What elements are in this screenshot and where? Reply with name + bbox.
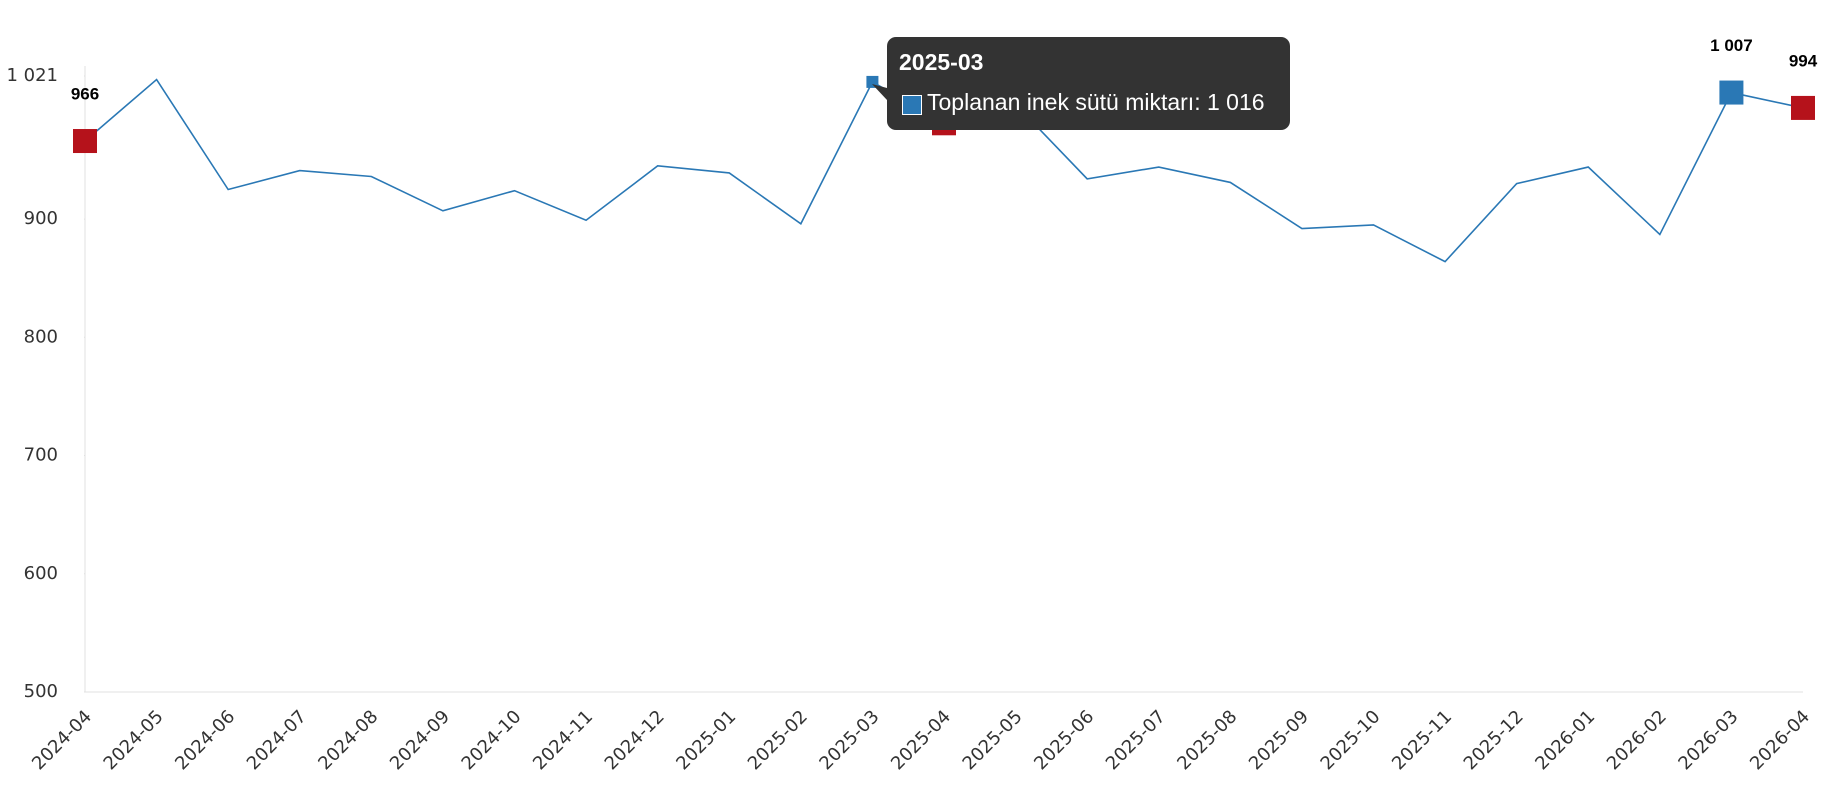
y-tick-label: 800 [24, 326, 58, 347]
x-tick-label: 2024-05 [100, 706, 168, 774]
x-tick-label: 2024-09 [386, 706, 454, 774]
tooltip-title: 2025-03 [899, 49, 984, 75]
x-tick-label: 2024-11 [529, 706, 597, 774]
data-marker [73, 129, 97, 154]
x-tick-label: 2024-04 [28, 706, 96, 774]
x-tick-label: 2025-02 [744, 706, 812, 774]
x-tick-label: 2025-11 [1388, 706, 1456, 774]
tooltip-text: Toplanan inek sütü miktarı: 1 016 [927, 89, 1265, 115]
x-tick-label: 2024-07 [243, 706, 311, 774]
x-tick-label: 2025-07 [1102, 706, 1170, 774]
tooltip: 2025-03 Toplanan inek sütü miktarı: 1 01… [887, 37, 1290, 130]
y-tick-label: 1 021 [6, 65, 58, 86]
x-tick-label: 2026-01 [1531, 706, 1599, 774]
x-tick-label: 2025-05 [959, 706, 1027, 774]
value-label: 966 [71, 85, 99, 104]
x-tick-label: 2025-09 [1245, 706, 1313, 774]
y-tick-label: 900 [24, 208, 58, 229]
x-tick-label: 2025-03 [815, 706, 883, 774]
data-marker [1719, 80, 1744, 105]
x-tick-label: 2026-02 [1603, 706, 1671, 774]
x-tick-label: 2026-03 [1674, 706, 1742, 774]
value-label: 994 [1789, 51, 1818, 70]
x-tick-label: 2025-08 [1173, 706, 1241, 774]
x-tick-label: 2025-06 [1030, 706, 1098, 774]
x-tick-label: 2024-12 [601, 706, 669, 774]
y-tick-label: 500 [24, 681, 58, 702]
x-tick-label: 2025-10 [1317, 706, 1385, 774]
x-tick-label: 2025-04 [887, 706, 955, 774]
value-label: 1 007 [1710, 36, 1753, 55]
x-tick-label: 2024-10 [458, 706, 526, 774]
x-tick-label: 2025-01 [672, 706, 740, 774]
x-tick-label: 2026-04 [1746, 706, 1814, 774]
x-tick-label: 2024-08 [314, 706, 382, 774]
x-tick-label: 2024-06 [171, 706, 239, 774]
x-tick-label: 2025-12 [1460, 706, 1528, 774]
tooltip-pointer [872, 84, 887, 100]
y-tick-label: 700 [24, 445, 58, 466]
data-marker [1791, 95, 1815, 120]
y-tick-label: 600 [24, 563, 58, 584]
tooltip-swatch [902, 95, 922, 115]
